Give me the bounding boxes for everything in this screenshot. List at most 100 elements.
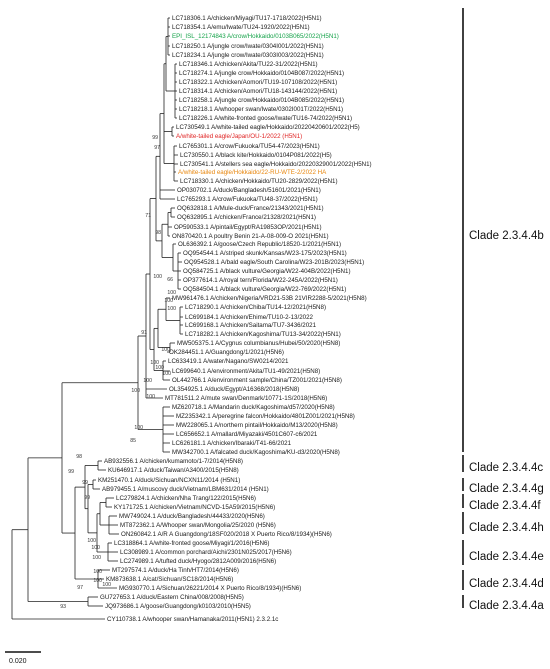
bootstrap-value: 93	[60, 604, 66, 610]
tip-label: LC274989.1 A/tufted duck/Hyogo/2812A009/…	[120, 558, 276, 565]
tip-label: MW342700.1 A/falcated duck/Kagoshima/KU-…	[172, 449, 340, 456]
bootstrap-value: 100	[93, 569, 102, 575]
tip-label: OK284451.1 A/Guangdong/1/2021(H5N6)	[169, 349, 284, 356]
tip-label: LC718354.1 A/emu/Iwate/TU24-1920/2022(H5…	[172, 24, 310, 31]
bootstrap-value: 100	[162, 371, 171, 377]
clade-label: Clade 2.3.4.4e	[469, 551, 544, 563]
scale-bar: 0.020	[5, 651, 41, 665]
bootstrap-value: 100	[153, 274, 162, 280]
tip-label: ON260842.1 A/R A Guangdong/18SF020/2018 …	[121, 531, 332, 538]
tip-label: LC718322.1 A/chicken/Aomori/TU19-107108/…	[179, 79, 337, 86]
tip-label: GU727653.1 A/duck/Eastern China/008/2008…	[100, 594, 244, 601]
bootstrap-value: 91	[141, 330, 147, 336]
tip-label: AB979455.1 A/muscovy duck/Vietnam/LBM631…	[102, 486, 269, 493]
tip-label: LC718330.1 A/chicken/Hokkaido/TU20-2829/…	[180, 178, 338, 185]
bootstrap-value: 99	[82, 480, 88, 486]
tip-label: MW228065.1 A/northern pintail/Hokkaido/M…	[176, 422, 338, 429]
tip-label: MW749024.1 A/duck/Bangladesh/44433/2020(…	[119, 513, 265, 520]
tip-label: LC730550.1 A/black kite/Hokkaido/0104P08…	[180, 152, 332, 159]
tip-label: LC718250.1 A/jungle crow/Iwate/0304I001/…	[172, 43, 324, 50]
tip-label: LC730549.1 A/white-tailed eagle/Hokkaido…	[176, 124, 360, 131]
tip-label: OL354925.1 A/duck/Egypt/A16368/2018(H5N8…	[169, 386, 299, 393]
tip-label: LC718274.1 A/jungle crow/Hokkaido/0104B0…	[179, 70, 344, 77]
tip-label: MT781511.2 A/mute swan/Denmark/10771-1S/…	[165, 395, 327, 402]
tip-label: OQ584725.1 A/black vulture/Georgia/W22-4…	[183, 268, 351, 275]
bootstrap-value: 98	[76, 454, 82, 460]
tip-label: OQ954528.1 A/bald eagle/South Carolina/W…	[184, 259, 364, 266]
bootstrap-value: 85	[130, 438, 136, 444]
tip-label: LC718346.1 A/chicken/Akita/TU22-31/2022(…	[179, 61, 318, 68]
tip-label: A/white-tailed eagle/Japan/OU-1/2022 (H5…	[176, 133, 302, 140]
tip-label: OQ632818.1 A/Mule-duck/France/21343/2021…	[177, 205, 324, 212]
bootstrap-value: 100	[87, 538, 96, 544]
tip-label: LC718290.1 A/chicken/Chiba/TU14-12/2021(…	[185, 304, 326, 311]
tip-label: OL442766.1 A/environment sample/China/TZ…	[172, 377, 342, 384]
tip-label: MZ235342.1 A/peregrine falcon/Hokkaido/4…	[176, 413, 355, 420]
tip-label: MG930770.1 A/Sichuan/26221/2014 X Puerto…	[119, 585, 301, 592]
tip-label: LC318864.1 A/white-fronted goose/Miyagi/…	[114, 540, 269, 547]
bootstrap-value: 100	[161, 347, 170, 353]
bootstrap-value: 100	[143, 378, 152, 384]
tip-label: A/white-tailed eagle/Hokkaido/22-RU-WTE-…	[178, 169, 327, 176]
bootstrap-value: 100	[131, 388, 140, 394]
clade-label: Clade 2.3.4.4g	[469, 483, 544, 495]
tip-label: AB932556.1 A/chicken/kumamoto/1-7/2014(H…	[104, 458, 243, 465]
tip-label: MZ620718.1 A/Mandarin duck/Kagoshima/d57…	[172, 404, 335, 411]
clade-label: Clade 2.3.4.4c	[469, 462, 543, 474]
tip-label: KY171725.1 A/chicken/Vietnam/NCVD-15A59/…	[114, 504, 275, 511]
bootstrap-value: 100	[134, 425, 143, 431]
bootstrap-value: 100	[91, 545, 100, 551]
tip-label: KM251470.1 A/duck/Sichuan/NCXN11/2014 (H…	[98, 477, 240, 484]
clade-label: Clade 2.3.4.4a	[469, 600, 544, 612]
clade-label: Clade 2.3.4.4h	[469, 522, 544, 534]
bootstrap-value: 71	[145, 213, 151, 219]
clade-label: Clade 2.3.4.4d	[469, 578, 544, 590]
bootstrap-value: 100	[167, 290, 176, 296]
bootstrap-value: 100	[92, 555, 101, 561]
tip-label: KM873638.1 A/cat/Sichuan/SC18/2014(H5N6)	[106, 576, 233, 583]
clade-label: Clade 2.3.4.4f	[469, 500, 541, 512]
bootstrap-value: 100	[146, 394, 155, 400]
clade-label: Clade 2.3.4.4b	[469, 230, 544, 242]
bootstrap-value: 100	[150, 360, 159, 366]
tip-label: LC699640.1 A/environment/Akita/TU1-49/20…	[172, 368, 320, 375]
tip-label: LC699184.1 A/chicken/Ehime/TU10-2-13/202…	[185, 314, 314, 321]
tip-label: MT297574.1 A/duck/Ha Tinh/HT7/2014(H5N6)	[112, 567, 239, 574]
tip-label: MT872362.1 A/Whooper swan/Mongolia/25/20…	[120, 522, 276, 529]
tip-label: LC718314.1 A/chicken/Aomori/TU18-143144/…	[179, 88, 337, 95]
tip-label: LC633419.1 A/water/Nagano/SW0214/2021	[168, 358, 289, 365]
bootstrap-value: 99	[152, 135, 158, 141]
tip-label: LC626181.1 A/chicken/Ibaraki/T41-66/2021	[172, 440, 292, 447]
tip-label: LC279824.1 A/chicken/Nha Trang/122/2015(…	[116, 495, 256, 502]
bootstrap-value: 100	[167, 306, 176, 312]
tip-label: MW505375.1 A/Cygnus columbianus/Hubei/50…	[177, 340, 340, 347]
bootstrap-value: 100	[155, 365, 164, 371]
bootstrap-value: 100	[164, 298, 173, 304]
clade-annotations: Clade 2.3.4.4b Clade 2.3.4.4c Clade 2.3.4.…	[462, 8, 544, 612]
bootstrap-value: 99	[84, 495, 90, 501]
tip-label: LC699168.1 A/chicken/Saitama/TU7-3436/20…	[185, 322, 317, 329]
tip-labels: LC718306.1 A/chicken/Miyagi/TU17-1718/20…	[98, 15, 372, 623]
tip-label: LC718306.1 A/chicken/Miyagi/TU17-1718/20…	[172, 15, 322, 22]
tree-branches	[11, 17, 183, 620]
bootstrap-value: 100	[102, 582, 111, 588]
bootstrap-value: 66	[167, 277, 173, 283]
tip-label: OP377614.1 A/royal tern/Florida/W22-245A…	[183, 277, 338, 284]
tip-label: OQ584504.1 A/black vulture/Georgia/W22-7…	[183, 286, 346, 293]
tip-label: OQ954544.1 A/striped skunk/Kansas/W23-17…	[183, 250, 347, 257]
tip-label: OL636392.1 A/goose/Czech Republic/18520-…	[178, 241, 341, 248]
bootstrap-value: 100	[93, 578, 102, 584]
tip-label: KU646917.1 A/duck/Taiwan/A3400/2015(H5N8…	[108, 467, 239, 474]
tip-label: CY110738.1 A/whooper swan/Hamanaka/2011(…	[107, 616, 278, 623]
tip-label: LC718218.1 A/whooper swan/Iwate/0302I001…	[179, 106, 343, 113]
bootstrap-value: 97	[77, 585, 83, 591]
tip-label: LC765301.1 A/crow/Fukuoka/TU54-47/2023(H…	[179, 143, 320, 150]
tip-label: OP590533.1 A/pintail/Egypt/RA19853OP/202…	[174, 224, 322, 231]
tip-label: LC718234.1 A/jungle crow/Iwate/0303I003/…	[172, 52, 324, 59]
tip-label: OP030702.1 A/duck/Bangladesh/51601/2021(…	[177, 187, 321, 194]
bootstrap-value: 99	[68, 469, 74, 475]
tip-label: LC656652.1 A/mallard/Miyazaki/4501C607-c…	[176, 431, 318, 438]
tip-label: LC765293.1 A/crow/Fukuoka/TU48-37/2022(H…	[177, 196, 318, 203]
